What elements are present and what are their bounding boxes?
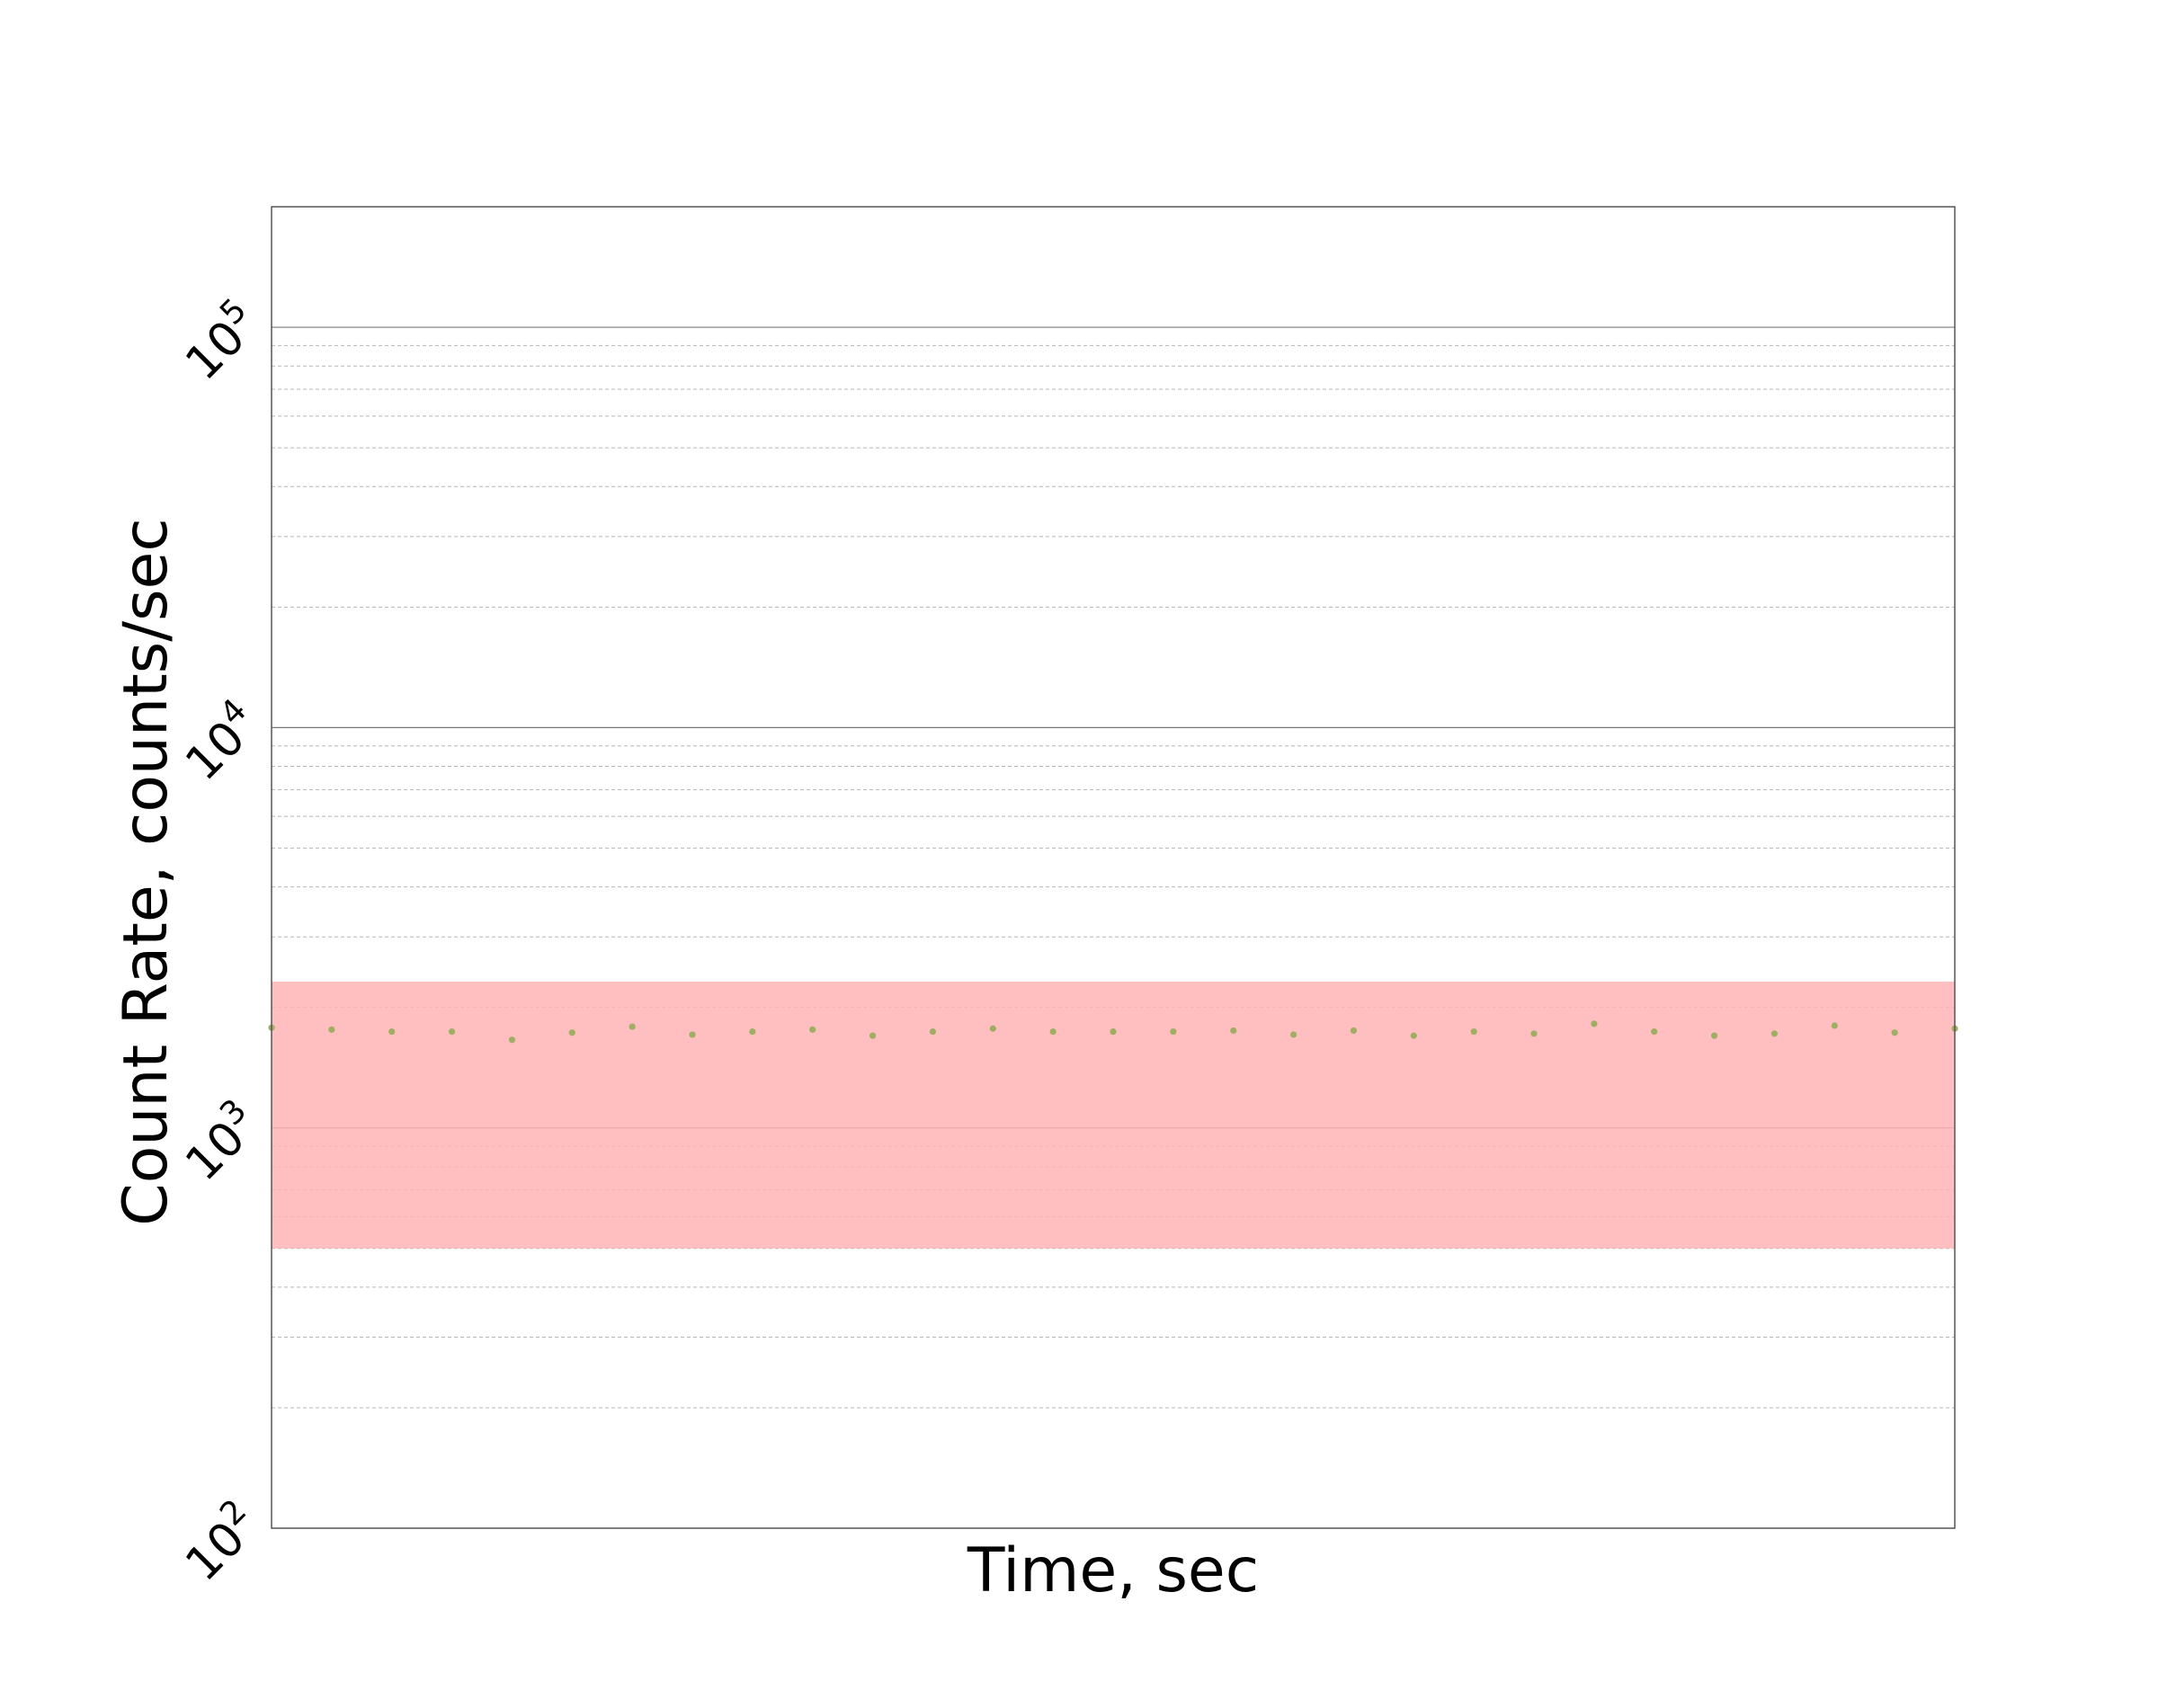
data-point <box>1110 1027 1117 1036</box>
data-point <box>1591 1020 1598 1027</box>
data-point <box>1350 1027 1358 1035</box>
data-point <box>629 1023 636 1030</box>
x-axis-label: Time, sec <box>967 1535 1259 1606</box>
data-point <box>1530 1030 1538 1037</box>
data-point <box>328 1026 335 1033</box>
data-point <box>1651 1027 1658 1036</box>
data-point <box>749 1027 756 1036</box>
data-point <box>388 1027 396 1036</box>
data-point <box>1230 1027 1237 1035</box>
data-point <box>929 1027 937 1036</box>
data-point <box>689 1031 696 1038</box>
svg-text:103: 103 <box>171 1092 270 1191</box>
data-point <box>1770 1030 1779 1037</box>
data-point <box>1289 1031 1297 1038</box>
data-point <box>869 1032 877 1039</box>
svg-text:104: 104 <box>171 692 270 791</box>
svg-text:102: 102 <box>171 1492 270 1591</box>
data-point <box>1891 1029 1898 1036</box>
data-point <box>568 1029 575 1036</box>
y-tick-label: 102 <box>171 1492 270 1591</box>
y-axis-label: Count Rate, counts/sec <box>111 518 182 1226</box>
plot-frame <box>271 206 1956 1529</box>
data-point <box>1170 1027 1177 1036</box>
y-tick-label: 104 <box>171 692 270 791</box>
data-point <box>508 1036 516 1044</box>
svg-text:105: 105 <box>171 291 270 390</box>
data-point <box>1710 1032 1718 1039</box>
data-points <box>268 1020 1958 1044</box>
data-point <box>448 1027 456 1036</box>
data-point <box>1410 1032 1417 1039</box>
y-tick-labels: 102 103 104 105 <box>171 291 270 1591</box>
y-tick-label: 103 <box>171 1092 270 1191</box>
data-point <box>1049 1027 1057 1036</box>
data-point <box>809 1026 816 1033</box>
data-point <box>989 1025 996 1032</box>
data-point <box>1831 1022 1838 1029</box>
data-point <box>1470 1027 1477 1036</box>
rate-band <box>272 981 1955 1249</box>
y-tick-label: 105 <box>171 291 270 390</box>
